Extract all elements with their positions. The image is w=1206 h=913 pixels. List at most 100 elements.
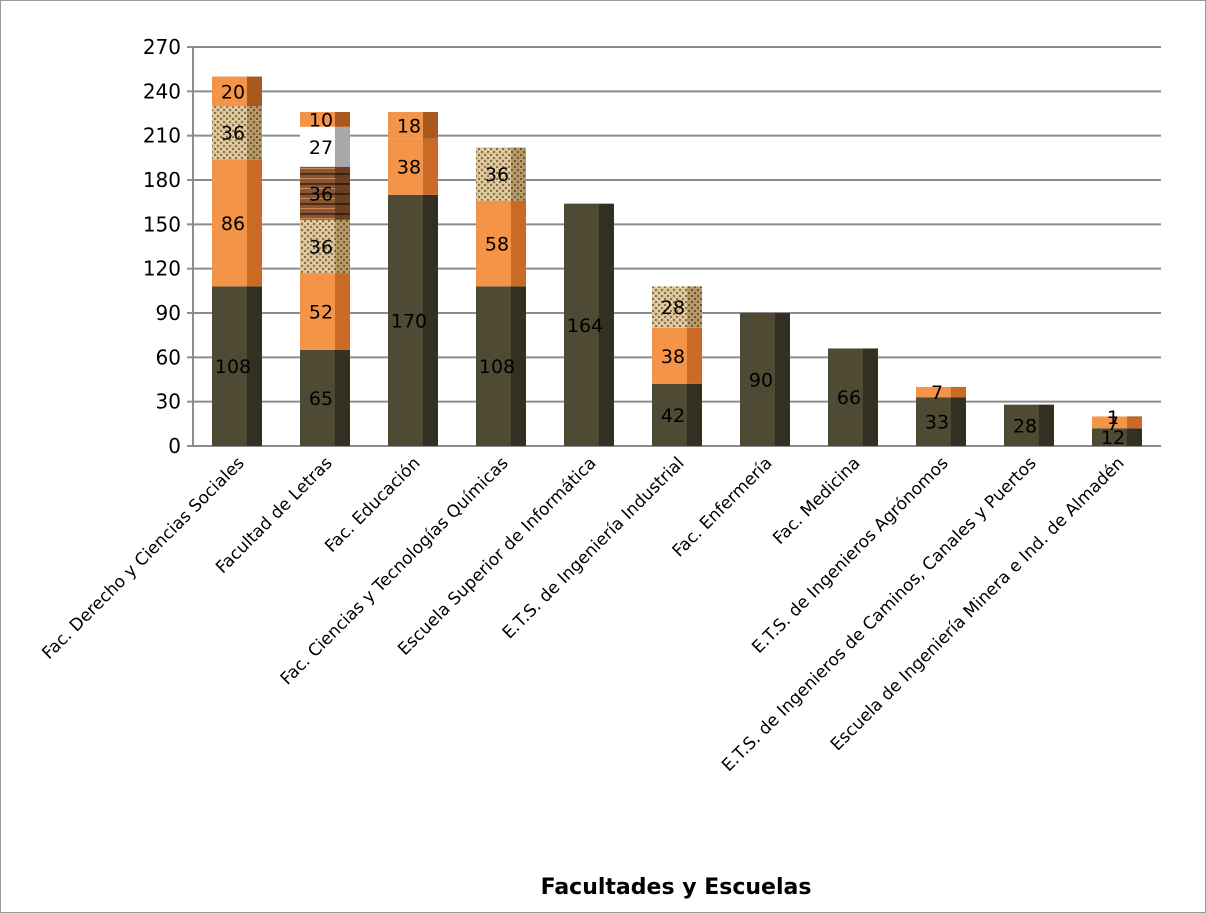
x-tick-label: Fac. Educación	[321, 453, 424, 556]
bar-segment	[300, 126, 335, 167]
x-axis-title: Facultades y Escuelas	[541, 875, 812, 900]
bar-segment	[300, 219, 335, 274]
data-label: 1	[1107, 407, 1119, 429]
bar-segment	[652, 286, 687, 328]
bar-segment	[652, 383, 687, 446]
bar-segment	[476, 200, 511, 287]
bar-segment-side	[423, 138, 438, 195]
bar-segment-side	[247, 106, 262, 160]
data-label: 52	[309, 302, 333, 324]
data-label: 86	[221, 213, 245, 235]
data-label: 12	[1101, 427, 1125, 449]
data-label: 38	[661, 346, 685, 368]
data-label: 38	[397, 157, 421, 179]
bar-segment-side	[1039, 404, 1054, 446]
data-label: 58	[485, 234, 509, 256]
bar-segment-side	[335, 273, 350, 350]
y-tick-label: 240	[143, 79, 181, 103]
y-tick-label: 120	[143, 257, 181, 281]
bar-segment	[388, 138, 423, 195]
data-label: 36	[221, 123, 245, 145]
bar-segment	[300, 112, 335, 127]
data-label: 42	[661, 405, 685, 427]
bar-segment	[740, 313, 775, 446]
data-label: 27	[309, 137, 333, 159]
bar-segment-side	[951, 386, 966, 398]
y-tick-label: 210	[143, 124, 181, 148]
data-label: 10	[309, 109, 333, 131]
bar-segment-side	[247, 286, 262, 446]
x-tick-label: E.T.S. de Ingeniería Industrial	[499, 453, 689, 643]
data-label: 90	[749, 370, 773, 392]
bar-segment	[1092, 417, 1127, 429]
bar-segment	[212, 286, 247, 446]
bar-segment	[300, 349, 335, 446]
bar-segment-side	[687, 327, 702, 384]
data-label: 20	[221, 81, 245, 103]
x-tick-label: Escuela Superior de Informática	[394, 453, 600, 659]
data-label: 18	[397, 115, 421, 137]
bar-segment-side	[247, 76, 262, 107]
bar-segment-side	[247, 159, 262, 287]
bar-segment-side	[775, 313, 790, 446]
bar-segment-side	[335, 166, 350, 220]
bar-segment-side	[335, 219, 350, 274]
y-tick-label: 150	[143, 212, 181, 236]
bar-segment-side	[335, 112, 350, 127]
data-label: 33	[925, 412, 949, 434]
bar-segment-side	[951, 397, 966, 446]
bar-segment-side	[1127, 428, 1142, 446]
data-label: 36	[309, 237, 333, 259]
bar-segment-side	[335, 349, 350, 446]
bar-segment	[652, 327, 687, 384]
bar-segment	[828, 348, 863, 446]
data-label: 7	[931, 382, 943, 404]
data-label: 108	[215, 356, 251, 378]
bar-segment	[388, 112, 423, 139]
y-tick-label: 30	[156, 390, 181, 414]
bar-segment	[300, 273, 335, 350]
y-tick-label: 60	[156, 345, 181, 369]
bar-segment	[564, 203, 599, 446]
bar-segment	[476, 286, 511, 446]
data-label: 28	[1013, 415, 1037, 437]
bar-segment	[388, 194, 423, 446]
bar-segment	[212, 76, 247, 107]
bar-segment-side	[423, 112, 438, 139]
bar-segment-side	[1127, 417, 1142, 429]
data-label: 66	[837, 387, 861, 409]
data-label: 164	[567, 315, 603, 337]
bar-segment-side	[863, 348, 878, 446]
bar-segment-side	[687, 286, 702, 328]
data-label: 7	[1107, 413, 1119, 435]
data-label: 36	[309, 183, 333, 205]
bar-segment-side	[511, 147, 526, 201]
y-tick-label: 90	[156, 301, 181, 325]
x-tick-label: E.T.S. de Ingenieros de Caminos, Canales…	[718, 453, 1041, 776]
bar-segment-side	[511, 286, 526, 446]
bar-segment	[1092, 428, 1127, 446]
bar-segment-side	[511, 200, 526, 287]
y-tick-label: 0	[168, 434, 181, 458]
data-label: 28	[661, 297, 685, 319]
bar-segment	[476, 147, 511, 201]
data-label: 170	[391, 310, 427, 332]
x-tick-label: E.T.S. de Ingenieros Agrónomos	[748, 453, 952, 657]
bar-segment-side	[687, 383, 702, 446]
bar-segment-side	[335, 126, 350, 167]
bar-segment	[212, 159, 247, 287]
y-tick-label: 270	[143, 35, 181, 59]
bar-segment	[916, 397, 951, 446]
data-label: 36	[485, 164, 509, 186]
bar-segment	[916, 386, 951, 398]
x-tick-label: Fac. Medicina	[769, 453, 864, 548]
bar-segment	[1004, 404, 1039, 446]
data-label: 108	[479, 356, 515, 378]
bar-segment-side	[1127, 416, 1142, 418]
bar-segment	[1092, 416, 1127, 418]
bar-segment	[300, 166, 335, 220]
bar-segment-side	[599, 203, 614, 446]
bar-segment-side	[423, 194, 438, 446]
data-label: 65	[309, 388, 333, 410]
